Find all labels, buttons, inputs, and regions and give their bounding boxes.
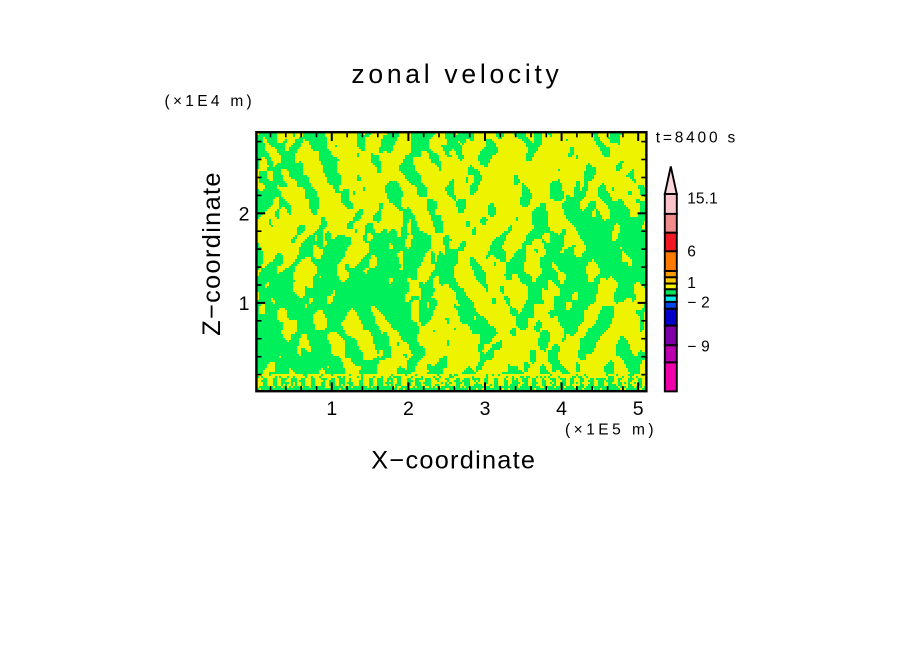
svg-text:Z−coordinate: Z−coordinate	[198, 172, 226, 335]
svg-text:2: 2	[239, 203, 250, 225]
svg-text:X−coordinate: X−coordinate	[371, 447, 535, 475]
svg-text:5: 5	[633, 398, 644, 420]
svg-text:1: 1	[239, 293, 250, 315]
svg-text:1: 1	[687, 275, 696, 292]
svg-text:1: 1	[326, 398, 337, 420]
svg-text:2: 2	[403, 398, 414, 420]
svg-text:6: 6	[687, 243, 696, 260]
svg-text:15.1: 15.1	[687, 190, 718, 207]
svg-text:zonal velocity: zonal velocity	[351, 59, 559, 89]
svg-text:3: 3	[480, 398, 491, 420]
svg-text:4: 4	[556, 398, 567, 420]
